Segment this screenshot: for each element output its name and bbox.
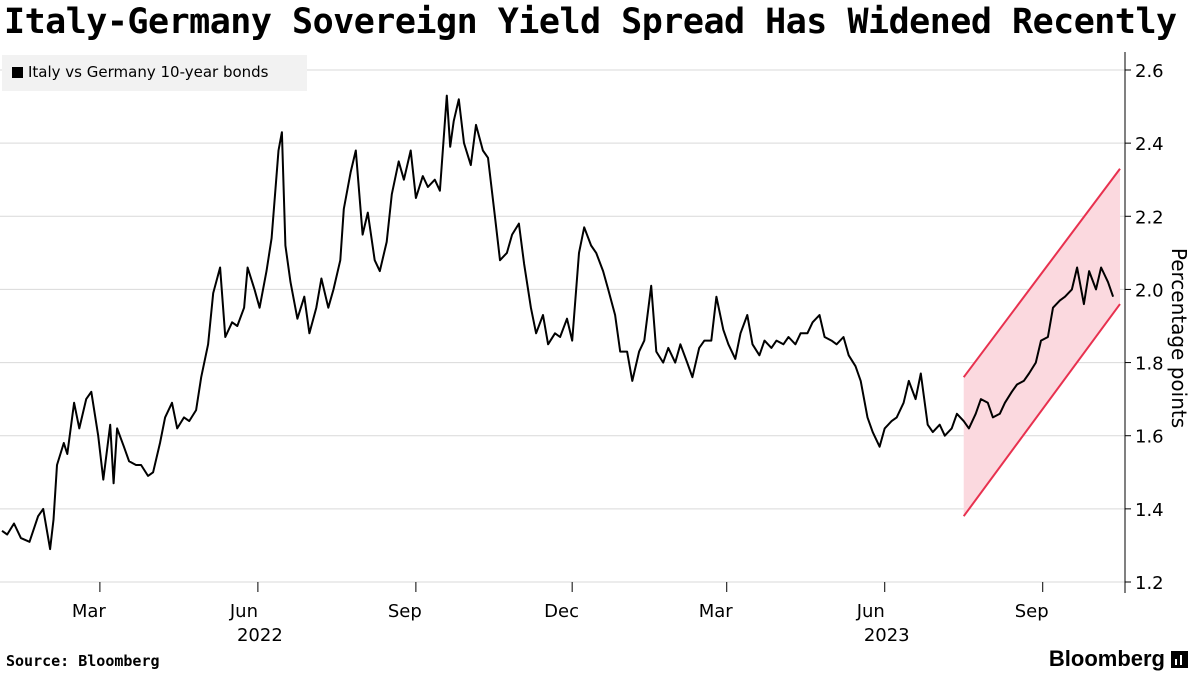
x-tick-label: Mar xyxy=(699,601,734,622)
x-tick-label: Mar xyxy=(72,601,107,622)
x-tick-label: Sep xyxy=(1015,601,1049,622)
y-axis-label: Percentage points xyxy=(1167,248,1191,428)
series-line xyxy=(1,94,1115,551)
y-tick-label: 1.4 xyxy=(1135,500,1164,521)
y-tick-label: 2.4 xyxy=(1135,134,1164,155)
x-tick-label: Dec xyxy=(544,601,579,622)
source-note: Source: Bloomberg xyxy=(6,652,160,670)
legend-swatch xyxy=(12,67,23,78)
y-tick-label: 1.8 xyxy=(1135,354,1164,375)
bloomberg-terminal-icon xyxy=(1171,650,1188,668)
legend: Italy vs Germany 10-year bonds xyxy=(2,55,307,91)
series-layer xyxy=(1,94,1115,551)
x-tick-label: Jun xyxy=(856,601,885,622)
x-year-label: 2022 xyxy=(237,625,283,646)
y-tick-label: 2.2 xyxy=(1135,207,1164,228)
brand-name: Bloomberg xyxy=(1048,646,1165,671)
channel-annotation xyxy=(962,168,1121,517)
y-tick-label: 2.6 xyxy=(1135,61,1164,82)
channel-lower-line xyxy=(962,303,1121,517)
y-tick-label: 1.2 xyxy=(1135,573,1164,594)
y-tick-label: 1.6 xyxy=(1135,427,1164,448)
chart-title: Italy-Germany Sovereign Yield Spread Has… xyxy=(4,2,1177,42)
channel-fill xyxy=(963,168,1120,517)
legend-label: Italy vs Germany 10-year bonds xyxy=(28,63,269,81)
x-tick-label: Sep xyxy=(388,601,422,622)
x-tick-label: Jun xyxy=(229,601,258,622)
channel-upper-line xyxy=(962,168,1121,378)
brand-logo: Bloomberg xyxy=(1049,646,1188,672)
y-axis: 1.2 1.4 1.6 1.8 2.0 2.2 2.4 2.6 xyxy=(1124,52,1164,594)
x-axis: Mar Jun Sep Dec Mar Jun Sep 2022 2023 xyxy=(72,582,1049,646)
x-year-label: 2023 xyxy=(864,625,910,646)
y-tick-label: 2.0 xyxy=(1135,280,1164,301)
gridlines xyxy=(0,69,1125,583)
